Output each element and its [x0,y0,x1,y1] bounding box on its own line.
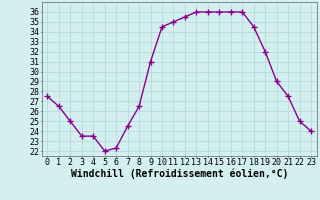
X-axis label: Windchill (Refroidissement éolien,°C): Windchill (Refroidissement éolien,°C) [70,168,288,179]
